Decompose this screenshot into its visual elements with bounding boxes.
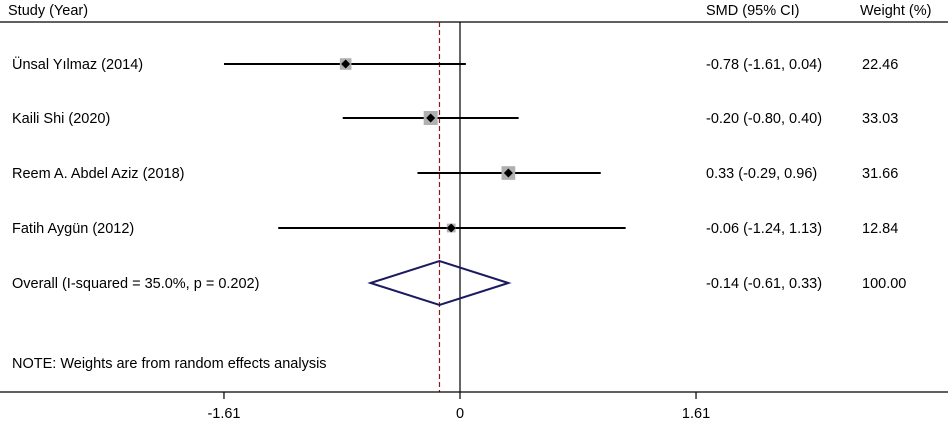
note-text: NOTE: Weights are from random effects an… <box>12 356 327 372</box>
study-label: Ünsal Yılmaz (2014) <box>12 55 143 73</box>
header-study: Study (Year) <box>8 3 88 19</box>
weight-value: 31.66 <box>862 166 898 182</box>
point-estimate <box>503 168 513 178</box>
weight-value: 12.84 <box>862 221 898 237</box>
x-tick-label: 0 <box>456 406 464 422</box>
overall-row: Overall (I-squared = 35.0%, p = 0.202) -0… <box>12 276 906 292</box>
overall-label: Overall (I-squared = 35.0%, p = 0.202) <box>12 276 259 292</box>
effect-value: 0.33 (-0.29, 0.96) <box>706 166 817 182</box>
study-row: Reem A. Abdel Aziz (2018) 0.33 (-0.29, 0.… <box>12 166 898 182</box>
point-estimate <box>341 59 351 69</box>
header-weight: Weight (%) <box>860 3 931 19</box>
header-effect: SMD (95% CI) <box>706 3 799 19</box>
point-estimate <box>446 223 456 233</box>
x-tick-label: 1.61 <box>682 406 710 422</box>
study-label: Kaili Shi (2020) <box>12 111 110 127</box>
weight-value: 22.46 <box>862 57 898 73</box>
study-row: Fatih Aygün (2012) -0.06 (-1.24, 1.13) 12.… <box>12 221 898 237</box>
effect-value: -0.06 (-1.24, 1.13) <box>706 221 822 237</box>
weight-value: 33.03 <box>862 111 898 127</box>
study-row: Kaili Shi (2020) -0.20 (-0.80, 0.40) 33.03 <box>12 111 898 127</box>
study-label: Fatih Aygün (2012) <box>12 221 134 237</box>
effect-value: -0.20 (-0.80, 0.40) <box>706 111 822 127</box>
point-estimate <box>426 113 436 123</box>
overall-weight-value: 100.00 <box>862 276 906 292</box>
effect-value: -0.78 (-1.61, 0.04) <box>706 57 822 73</box>
study-row: Ünsal Yılmaz (2014) -0.78 (-1.61, 0.04) 22… <box>12 55 898 73</box>
study-label: Reem A. Abdel Aziz (2018) <box>12 166 185 182</box>
x-tick-label: -1.61 <box>207 406 240 422</box>
overall-effect-value: -0.14 (-0.61, 0.33) <box>706 276 822 292</box>
overall-diamond <box>367 259 512 307</box>
